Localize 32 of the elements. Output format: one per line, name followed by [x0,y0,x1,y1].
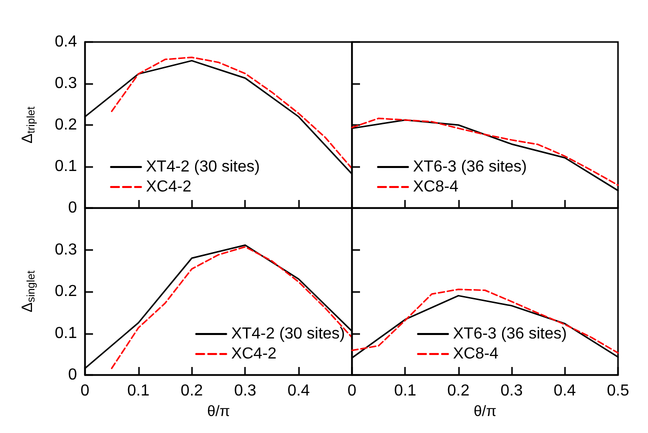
x-axis-title: θ/π [207,402,230,420]
y-tick-label: 0.4 [54,34,78,50]
legend-label: XT4-2 (30 sites) [146,158,260,176]
y-tick-label: 0.2 [54,116,78,134]
y-tick-label: 0.2 [54,283,78,300]
x-tick-label: 0.4 [287,382,310,400]
legend-label: XT4-2 (30 sites) [231,326,345,342]
legend-label: XC4-2 [146,178,192,196]
x-tick-label: 0.4 [554,382,576,400]
y-tick-label: 0.1 [54,158,78,175]
x-tick-label: 0 [80,382,90,400]
legend-label: XT6-3 (36 sites) [453,326,567,342]
y-tick-label: 0 [68,366,78,384]
x-tick-label: 0.1 [127,382,150,400]
x-tick-label: 0.3 [234,382,256,400]
x-axis-title: θ/π [474,402,496,420]
y-tick-label: 0.3 [54,241,78,258]
y-tick-label: 0.3 [54,75,78,92]
x-tick-label: 0.3 [500,382,523,400]
x-tick-label: 0.1 [394,382,416,400]
x-tick-label: 0.2 [447,382,470,400]
x-tick-label: 0 [348,382,357,400]
x-tick-label: 0.5 [606,382,630,400]
y-axis-title: Δsinglet [19,270,38,312]
legend-label: XC8-4 [413,178,458,196]
x-tick-label: 0.2 [180,382,204,400]
legend-label: XT6-3 (36 sites) [413,158,527,176]
legend-label: XC8-4 [453,346,498,362]
y-tick-label: 0 [68,200,78,216]
y-axis-title: Δtriplet [19,106,38,144]
y-tick-label: 0.1 [54,324,78,342]
legend-label: XC4-2 [231,346,277,362]
